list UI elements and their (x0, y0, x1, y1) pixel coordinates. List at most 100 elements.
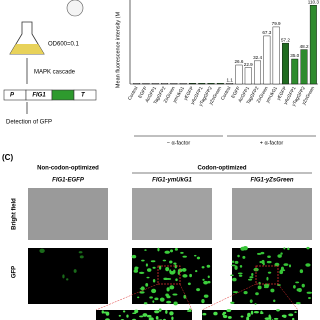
bar (188, 83, 196, 85)
cell (293, 284, 296, 289)
zoom-box (157, 265, 181, 285)
bar (244, 67, 252, 85)
row-label: GFP (12, 266, 18, 278)
cell (255, 292, 259, 296)
cell (62, 274, 65, 279)
cell (165, 309, 168, 314)
cell (280, 252, 283, 255)
data-label: 110.3 (308, 0, 320, 4)
x-tick-label: EGFP (230, 86, 241, 99)
cell (292, 317, 295, 320)
cell (146, 314, 152, 318)
cell (279, 270, 284, 275)
cell (256, 252, 262, 255)
bar (133, 83, 141, 85)
cell (181, 268, 187, 272)
cell (196, 288, 201, 292)
zoom-lines (95, 283, 299, 311)
cell (150, 260, 156, 263)
cell (79, 255, 84, 259)
cell (237, 254, 240, 258)
cell (141, 259, 145, 262)
cell (189, 273, 193, 278)
cell (187, 282, 191, 286)
bar (254, 60, 262, 85)
bar (226, 83, 234, 85)
cell (152, 266, 156, 269)
column-header: Codon-optimized (198, 166, 247, 172)
cell (299, 269, 304, 274)
cell (240, 315, 244, 318)
terminator-label: T (81, 93, 86, 99)
cell (281, 314, 287, 318)
cell (237, 272, 243, 275)
cell (248, 278, 253, 281)
cell (246, 316, 250, 320)
cell (266, 276, 269, 281)
cell (146, 276, 150, 279)
cell (142, 313, 148, 317)
cell (227, 315, 232, 319)
data-label: 48.2 (300, 44, 309, 49)
x-tick-label: Control (127, 86, 139, 101)
cell (122, 310, 126, 313)
cell (295, 281, 300, 284)
x-tick-label: yEGFP (276, 86, 288, 101)
x-tick-label: yEGFP (183, 86, 195, 101)
x-tick-label: EGFP (137, 86, 148, 99)
cell (301, 283, 305, 288)
cell (243, 290, 248, 295)
cell (305, 263, 311, 267)
cell (173, 301, 178, 306)
cell (253, 310, 259, 314)
bar (272, 26, 280, 85)
cell (186, 310, 192, 312)
cell (165, 278, 172, 280)
cell (222, 312, 225, 316)
cell (175, 278, 178, 282)
bar (198, 83, 206, 85)
cell (182, 274, 188, 278)
cell (273, 317, 279, 320)
cell (164, 250, 170, 254)
promoter-box (3, 89, 27, 101)
panel-c: (C) Non-codon-optimized Codon-optimized … (2, 153, 312, 320)
cell (201, 266, 205, 269)
zoom-box (255, 265, 279, 285)
cell (166, 300, 172, 304)
cell (288, 313, 294, 317)
cell (155, 315, 159, 320)
cell (264, 317, 270, 320)
cell (152, 300, 155, 303)
bar (170, 83, 178, 85)
promoter-label: P (10, 93, 15, 99)
cell (206, 264, 211, 268)
cell (247, 312, 251, 318)
cell (213, 311, 218, 316)
cell (238, 274, 243, 277)
cell (166, 295, 170, 298)
cell (66, 278, 69, 281)
cell (143, 302, 148, 305)
cell (196, 256, 201, 260)
cell (166, 287, 170, 292)
cell (259, 261, 263, 264)
data-label: 26.6 (234, 59, 243, 64)
cell (234, 265, 238, 270)
cell (296, 288, 302, 292)
cell (277, 254, 282, 258)
cell (232, 277, 237, 282)
cell (149, 296, 153, 299)
cell (239, 264, 243, 268)
cell (195, 269, 198, 273)
schematic: OD600=0.1 MAPK cascade P FIG1 T Detectio… (3, 0, 97, 126)
cell (207, 280, 211, 284)
cell (230, 301, 235, 304)
cell (154, 310, 160, 314)
bar (309, 5, 317, 85)
cell (230, 274, 234, 277)
micrograph (28, 188, 108, 240)
detection-label: Detection of GFP (6, 120, 52, 126)
cell (288, 264, 292, 268)
cell (249, 299, 253, 303)
